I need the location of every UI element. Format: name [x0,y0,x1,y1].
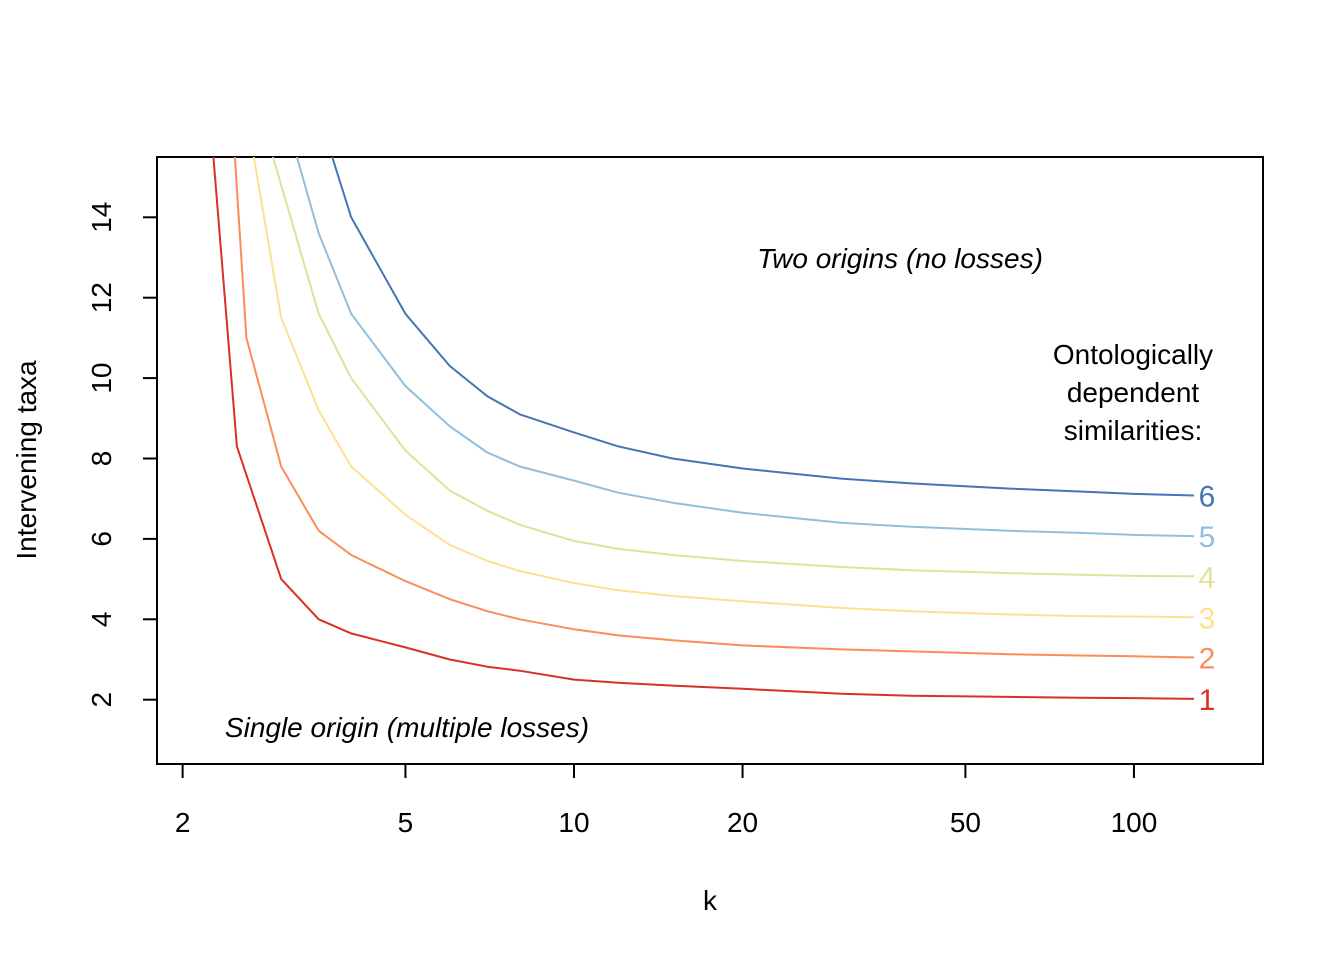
series-line-4 [272,156,1195,578]
series-label-2: 2 [1199,642,1216,675]
x-axis-label: k [703,885,718,916]
y-tick-label: 4 [86,611,117,627]
series-labels: 1 2 3 4 5 6 [1199,480,1216,716]
series-line-5 [295,156,1195,538]
series-label-3: 3 [1199,602,1216,635]
y-tick-label: 6 [86,531,117,547]
y-tick-label: 12 [86,282,117,313]
legend-title-line-2: dependent [1067,377,1200,408]
legend-title-line-1: Ontologically [1053,339,1213,370]
series-line-3 [252,156,1195,619]
y-axis-label: Intervening taxa [11,360,42,560]
series-line-2 [233,156,1195,659]
x-tick-label: 2 [175,807,191,838]
x-tick-label: 100 [1111,807,1158,838]
series-line-6 [331,156,1195,497]
plot-frame [156,156,1264,765]
series-line-1 [212,156,1195,700]
x-tick-label: 20 [727,807,758,838]
series-label-6: 6 [1199,480,1216,513]
y-tick-label: 14 [86,202,117,233]
y-tick-label: 8 [86,451,117,467]
x-tick-label: 5 [398,807,414,838]
annotation-two-origins: Two origins (no losses) [757,243,1043,274]
series-label-4: 4 [1199,561,1216,594]
annotation-single-origin: Single origin (multiple losses) [225,712,589,743]
y-axis: 2 4 6 8 10 12 14 [86,202,158,708]
series-lines [212,156,1195,700]
series-label-5: 5 [1199,521,1216,554]
x-tick-label: 10 [558,807,589,838]
legend-title-line-3: similarities: [1064,415,1202,446]
x-tick-label: 50 [950,807,981,838]
y-tick-label: 2 [86,692,117,708]
series-label-1: 1 [1199,684,1216,717]
x-axis: 2 5 10 20 50 100 [175,763,1158,838]
y-tick-label: 10 [86,363,117,394]
